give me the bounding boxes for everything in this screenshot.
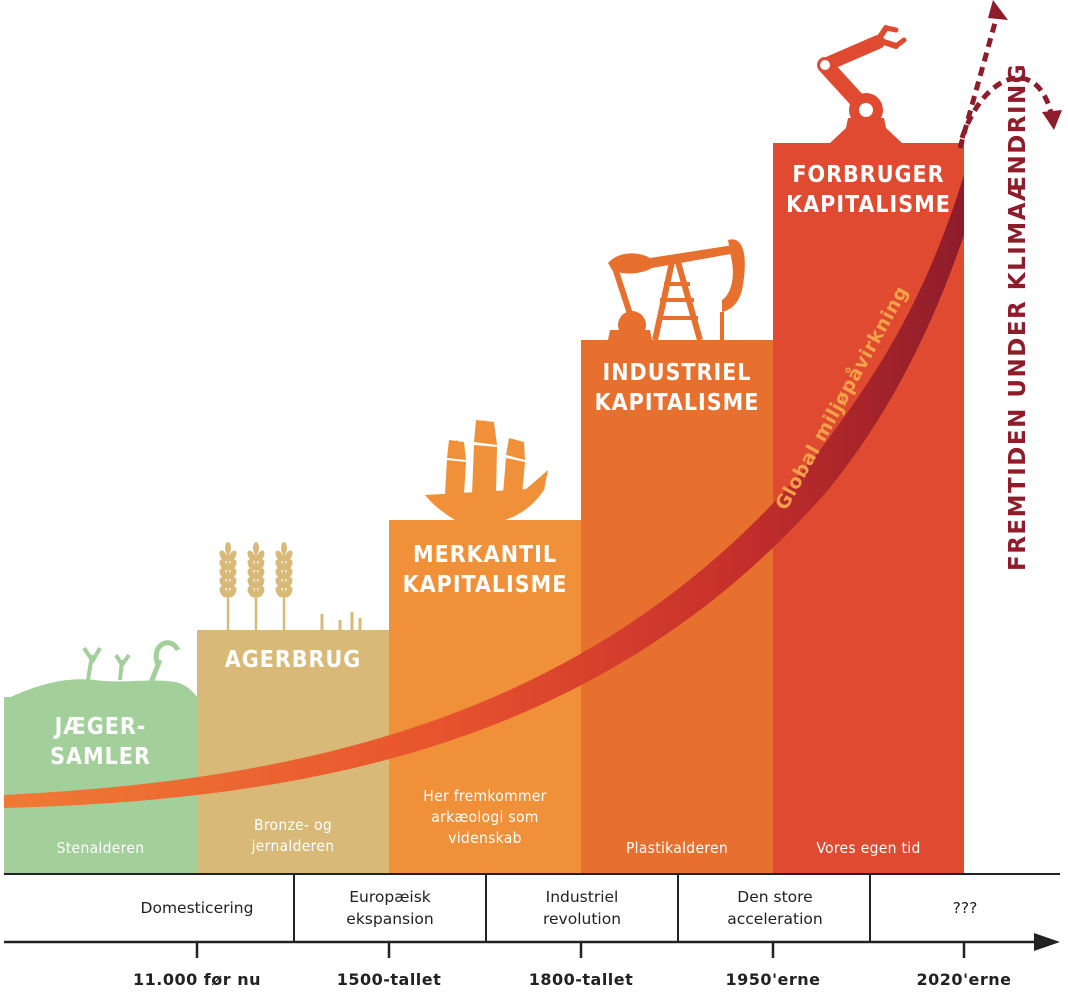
era-subtitle-industrial: Plastikalderen [625, 839, 729, 857]
tick-label-2020s: 2020'erne [916, 970, 1012, 989]
future-arrows-icon [957, 11, 1055, 149]
tick-label-11000-bp: 11.000 før nu [132, 970, 261, 989]
event-industrial-revolution: Industriel revolution [542, 888, 622, 928]
oil-pump-icon [608, 239, 745, 341]
axis-ticks [195, 942, 966, 958]
era-subtitle-agriculture: Bronze- og jernalderen [251, 816, 335, 855]
wheat-icon [219, 542, 362, 630]
era-subtitle-consumer: Vores egen tid [816, 839, 921, 857]
event-band-dividers [293, 874, 871, 942]
era-title-agriculture: AGERBRUG [224, 647, 362, 673]
grass-sprouts-icon [4, 640, 197, 702]
event-great-acceleration: Den store acceleration [727, 888, 823, 928]
tick-label-1950s: 1950'erne [725, 970, 821, 989]
era-title-mercantile: MERKANTIL KAPITALISME [402, 542, 568, 598]
event-unknown-future: ??? [952, 899, 978, 917]
event-domestication: Domesticering [140, 899, 254, 917]
sailing-ship-icon [425, 420, 548, 520]
era-title-industrial: INDUSTRIEL KAPITALISME [594, 360, 760, 416]
time-axis-arrowhead [1034, 933, 1060, 951]
event-european-expansion: Europæisk ekspansion [346, 888, 434, 928]
era-title-hunter-gatherer: JÆGER- SAMLER [50, 714, 151, 770]
future-label: FREMTIDEN UNDER KLIMAÆNDRING [1005, 62, 1031, 571]
tick-label-1500s: 1500-tallet [336, 970, 442, 989]
era-subtitle-mercantile: Her fremkommer arkæologi som videnskab [423, 787, 547, 847]
robot-arm-icon [817, 25, 907, 143]
era-title-consumer: FORBRUGER KAPITALISME [786, 162, 951, 218]
tick-label-1800s: 1800-tallet [528, 970, 634, 989]
era-subtitle-hunter-gatherer: Stenalderen [56, 839, 145, 857]
